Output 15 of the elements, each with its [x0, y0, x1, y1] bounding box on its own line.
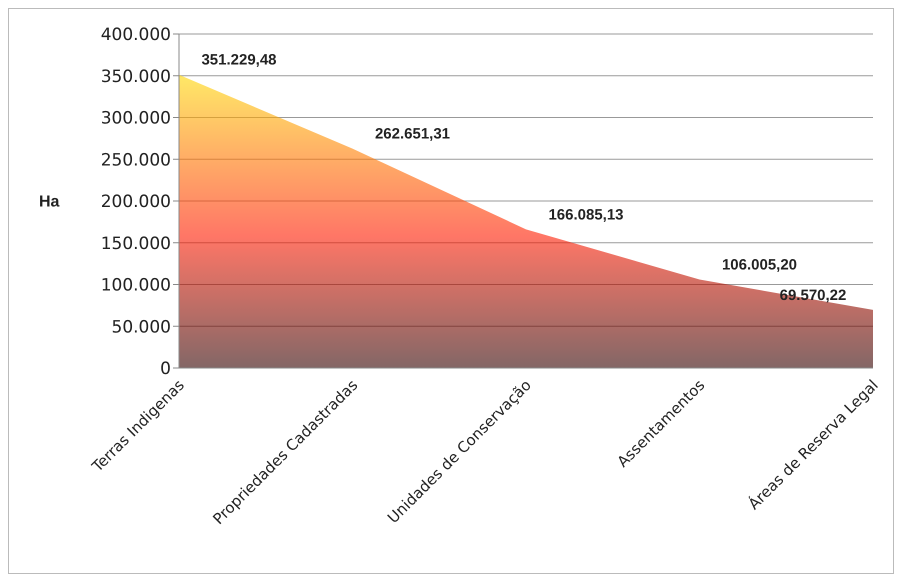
y-tick-label: 100.000	[100, 276, 171, 296]
data-label: 166.085,13	[548, 206, 624, 224]
y-tick-label: 200.000	[100, 192, 171, 212]
y-tick-label: 150.000	[100, 234, 171, 254]
y-tick-label: 250.000	[100, 150, 171, 170]
y-tick-label: 350.000	[100, 66, 171, 87]
data-label: 106.005,20	[722, 256, 798, 274]
y-tick-label: 0	[160, 359, 171, 380]
y-tick-label: 50.000	[112, 317, 171, 338]
data-label: 262.651,31	[374, 126, 450, 143]
data-label: 69.570,22	[780, 286, 846, 304]
y-tick-label: 300.000	[100, 108, 171, 129]
y-axis-title: Ha	[39, 194, 60, 211]
data-label: 351.229,48	[201, 52, 277, 69]
y-tick-label: 400.000	[100, 25, 171, 46]
